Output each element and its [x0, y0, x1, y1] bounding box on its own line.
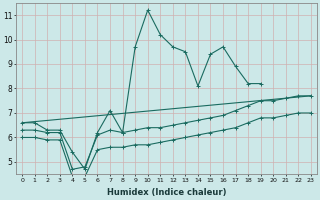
X-axis label: Humidex (Indice chaleur): Humidex (Indice chaleur) [107, 188, 226, 197]
